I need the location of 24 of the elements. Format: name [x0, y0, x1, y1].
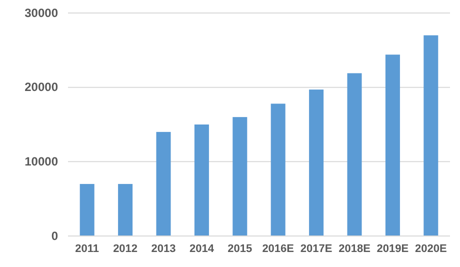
x-tick-label: 2017E — [300, 242, 332, 255]
y-tick-label: 30000 — [24, 6, 58, 20]
bar — [118, 184, 133, 236]
x-tick-label: 2014 — [189, 242, 215, 255]
bar — [424, 35, 438, 236]
x-tick-label: 2018E — [338, 242, 370, 255]
bar — [270, 104, 286, 236]
y-tick-label: 20000 — [24, 80, 58, 94]
x-tick-label: 2015 — [228, 242, 252, 255]
bar — [194, 124, 209, 236]
x-tick-label: 2019E — [376, 242, 409, 255]
x-tick-label: 2013 — [151, 242, 176, 255]
x-tick-label: 2016E — [262, 242, 294, 255]
y-tick-label: 0 — [51, 228, 58, 243]
bar — [385, 54, 400, 236]
x-tick-label: 2020E — [414, 242, 447, 255]
y-tick-label: 10000 — [24, 154, 58, 169]
bar — [309, 90, 324, 236]
bar — [232, 117, 248, 236]
bar — [347, 73, 362, 236]
bar — [80, 184, 94, 236]
x-tick-label: 2012 — [113, 242, 138, 255]
bar — [156, 132, 171, 236]
x-tick-label: 2011 — [75, 242, 100, 255]
